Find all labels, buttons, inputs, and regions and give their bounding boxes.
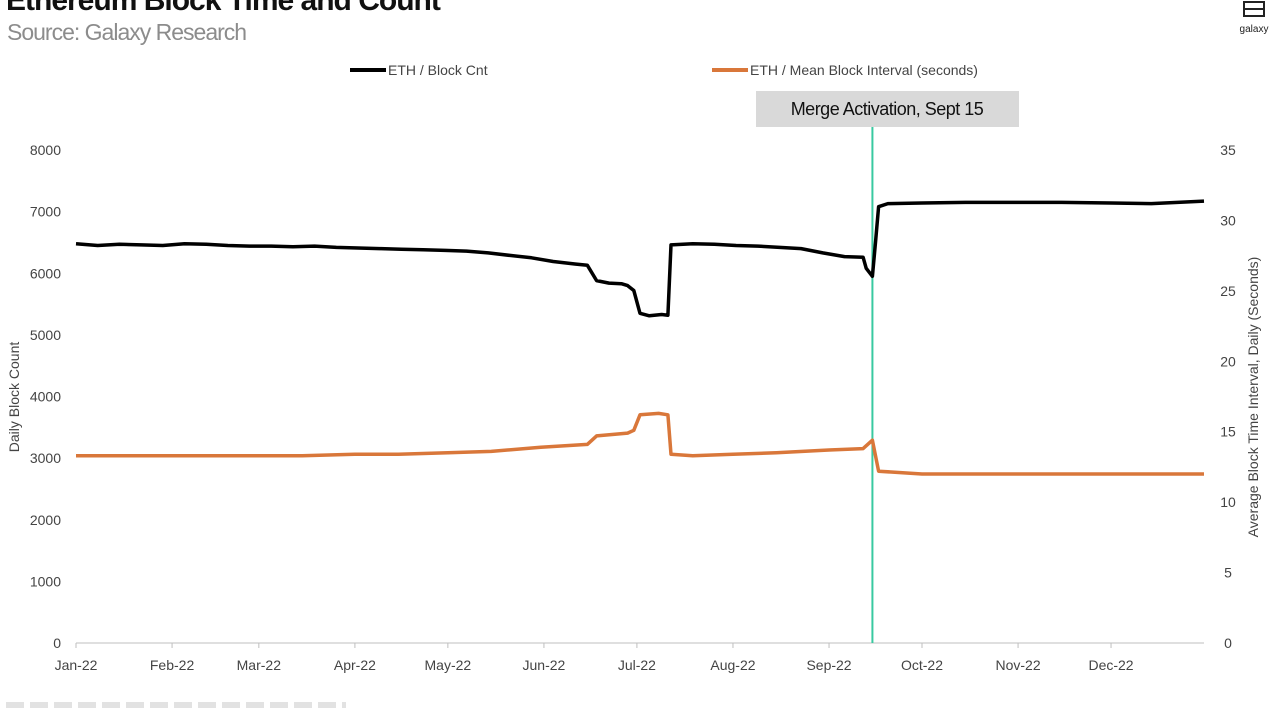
x-tick-label: Oct-22 bbox=[901, 657, 943, 673]
y-right-tick-label: 20 bbox=[1220, 353, 1236, 369]
y-right-tick-label: 5 bbox=[1224, 565, 1232, 581]
chart-title: Ethereum Block Time and Count bbox=[6, 0, 441, 17]
y-right-tick-label: 0 bbox=[1224, 635, 1232, 651]
y-left-tick-label: 8000 bbox=[30, 142, 61, 158]
y-left-axis-label: Daily Block Count bbox=[6, 342, 22, 453]
footnote-placeholder bbox=[6, 702, 346, 708]
y-left-tick-label: 5000 bbox=[30, 327, 61, 343]
y-right-tick-label: 35 bbox=[1220, 142, 1236, 158]
y-left-tick-label: 3000 bbox=[30, 450, 61, 466]
series-line bbox=[76, 411, 1204, 476]
x-tick-label: Feb-22 bbox=[150, 657, 195, 673]
logo-label: galaxy bbox=[1239, 24, 1269, 35]
x-tick-label: Jul-22 bbox=[618, 657, 656, 673]
galaxy-logo-icon bbox=[1243, 1, 1265, 17]
y-left-tick-label: 4000 bbox=[30, 389, 61, 405]
merge-annotation-box bbox=[756, 91, 1019, 127]
y-left-tick-label: 7000 bbox=[30, 204, 61, 220]
y-left-tick-label: 1000 bbox=[30, 573, 61, 589]
x-tick-label: Nov-22 bbox=[995, 657, 1040, 673]
y-right-tick-label: 15 bbox=[1220, 424, 1236, 440]
x-tick-label: Jun-22 bbox=[523, 657, 566, 673]
series-line bbox=[75, 199, 1205, 318]
y-left-tick-label: 0 bbox=[53, 635, 61, 651]
x-tick-label: Apr-22 bbox=[334, 657, 376, 673]
legend-label: ETH / Mean Block Interval (seconds) bbox=[750, 62, 978, 78]
y-right-axis-label: Average Block Time Interval, Daily (Seco… bbox=[1245, 257, 1261, 538]
y-left-tick-label: 6000 bbox=[30, 265, 61, 281]
y-right-tick-label: 25 bbox=[1220, 283, 1236, 299]
x-tick-label: Dec-22 bbox=[1088, 657, 1133, 673]
galaxy-logo: galaxy bbox=[1234, 0, 1274, 35]
merge-annotation-label: Merge Activation, Sept 15 bbox=[791, 99, 984, 119]
legend-label: ETH / Block Cnt bbox=[388, 62, 488, 78]
y-right-tick-label: 30 bbox=[1220, 212, 1236, 228]
x-tick-label: Mar-22 bbox=[237, 657, 282, 673]
x-tick-label: Sep-22 bbox=[806, 657, 851, 673]
y-left-tick-label: 2000 bbox=[30, 512, 61, 528]
x-tick-label: Aug-22 bbox=[710, 657, 755, 673]
x-tick-label: May-22 bbox=[425, 657, 472, 673]
y-right-tick-label: 10 bbox=[1220, 494, 1236, 510]
x-tick-label: Jan-22 bbox=[55, 657, 98, 673]
chart-subtitle: Source: Galaxy Research bbox=[7, 19, 247, 45]
